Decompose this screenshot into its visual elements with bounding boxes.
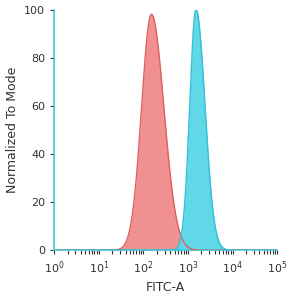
Y-axis label: Normalized To Mode: Normalized To Mode xyxy=(6,67,18,193)
X-axis label: FITC-A: FITC-A xyxy=(146,281,185,294)
